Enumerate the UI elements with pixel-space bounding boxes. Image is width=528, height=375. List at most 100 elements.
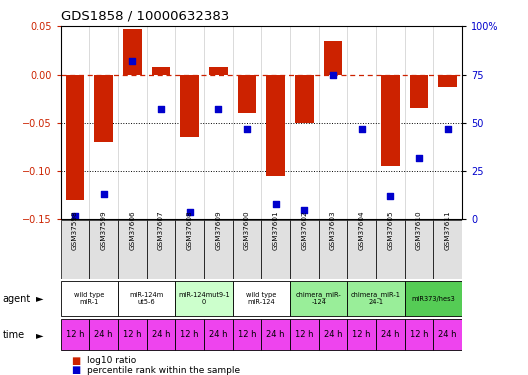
Text: ►: ► xyxy=(36,330,43,340)
Bar xyxy=(376,220,404,279)
Bar xyxy=(66,75,84,200)
Point xyxy=(214,106,223,112)
Bar xyxy=(152,67,171,75)
Bar xyxy=(438,75,457,87)
Text: GSM37602: GSM37602 xyxy=(301,210,307,250)
Text: ►: ► xyxy=(36,294,43,303)
Text: miR373/hes3: miR373/hes3 xyxy=(411,296,455,302)
Bar xyxy=(118,220,147,279)
Text: GSM37611: GSM37611 xyxy=(445,210,451,250)
Bar xyxy=(233,320,261,350)
Bar xyxy=(61,320,89,350)
Text: wild type
miR-1: wild type miR-1 xyxy=(74,292,105,305)
Point xyxy=(157,106,165,112)
Text: 12 h: 12 h xyxy=(238,330,256,339)
Text: GSM37608: GSM37608 xyxy=(187,210,193,250)
Text: 24 h: 24 h xyxy=(267,330,285,339)
Text: ■: ■ xyxy=(71,356,81,366)
Bar xyxy=(290,281,347,316)
Text: 24 h: 24 h xyxy=(381,330,400,339)
Bar xyxy=(347,220,376,279)
Point xyxy=(300,207,308,213)
Text: GSM37610: GSM37610 xyxy=(416,210,422,250)
Text: GSM37607: GSM37607 xyxy=(158,210,164,250)
Text: ■: ■ xyxy=(71,366,81,375)
Bar xyxy=(376,320,404,350)
Text: GSM37609: GSM37609 xyxy=(215,210,221,250)
Bar xyxy=(319,320,347,350)
Bar xyxy=(347,320,376,350)
Text: miR-124mut9-1
0: miR-124mut9-1 0 xyxy=(178,292,230,305)
Bar xyxy=(204,220,233,279)
Bar xyxy=(61,281,118,316)
Bar xyxy=(324,41,342,75)
Bar xyxy=(319,220,347,279)
Bar xyxy=(433,320,462,350)
Bar xyxy=(381,75,400,166)
Bar xyxy=(118,281,175,316)
Bar xyxy=(181,75,199,137)
Text: GSM37603: GSM37603 xyxy=(330,210,336,250)
Text: 24 h: 24 h xyxy=(152,330,171,339)
Bar xyxy=(175,320,204,350)
Bar xyxy=(266,75,285,176)
Text: GSM37605: GSM37605 xyxy=(388,210,393,250)
Text: 12 h: 12 h xyxy=(181,330,199,339)
Text: GSM37604: GSM37604 xyxy=(359,210,365,250)
Text: agent: agent xyxy=(3,294,31,303)
Point xyxy=(386,193,394,199)
Bar xyxy=(404,220,433,279)
Text: 24 h: 24 h xyxy=(209,330,228,339)
Bar xyxy=(404,281,462,316)
Text: percentile rank within the sample: percentile rank within the sample xyxy=(87,366,240,375)
Point xyxy=(185,209,194,214)
Text: 24 h: 24 h xyxy=(324,330,342,339)
Text: time: time xyxy=(3,330,25,340)
Point xyxy=(243,126,251,132)
Text: 12 h: 12 h xyxy=(66,330,84,339)
Point xyxy=(329,72,337,78)
Bar xyxy=(61,220,89,279)
Bar xyxy=(238,75,257,113)
Point xyxy=(71,213,79,219)
Bar xyxy=(347,281,404,316)
Bar xyxy=(290,320,319,350)
Bar xyxy=(118,320,147,350)
Bar xyxy=(147,320,175,350)
Bar xyxy=(89,320,118,350)
Text: 24 h: 24 h xyxy=(95,330,113,339)
Text: log10 ratio: log10 ratio xyxy=(87,356,136,365)
Bar xyxy=(204,320,233,350)
Bar xyxy=(175,281,233,316)
Bar xyxy=(410,75,428,108)
Text: 24 h: 24 h xyxy=(438,330,457,339)
Text: GSM37598: GSM37598 xyxy=(72,210,78,250)
Text: chimera_miR-
-124: chimera_miR- -124 xyxy=(296,292,342,305)
Text: 12 h: 12 h xyxy=(123,330,142,339)
Text: miR-124m
ut5-6: miR-124m ut5-6 xyxy=(129,292,164,305)
Bar xyxy=(89,220,118,279)
Bar xyxy=(404,320,433,350)
Bar xyxy=(290,220,319,279)
Bar xyxy=(261,320,290,350)
Text: 12 h: 12 h xyxy=(295,330,314,339)
Text: 12 h: 12 h xyxy=(352,330,371,339)
Bar xyxy=(233,220,261,279)
Text: GSM37601: GSM37601 xyxy=(272,210,279,250)
Bar xyxy=(123,29,142,75)
Bar xyxy=(233,281,290,316)
Bar xyxy=(95,75,113,142)
Point xyxy=(415,154,423,160)
Point xyxy=(271,201,280,207)
Text: 12 h: 12 h xyxy=(410,330,428,339)
Bar xyxy=(295,75,314,123)
Bar xyxy=(175,220,204,279)
Bar xyxy=(209,67,228,75)
Bar xyxy=(261,220,290,279)
Text: chimera_miR-1
24-1: chimera_miR-1 24-1 xyxy=(351,292,401,305)
Text: GSM37599: GSM37599 xyxy=(101,210,107,250)
Text: wild type
miR-124: wild type miR-124 xyxy=(246,292,277,305)
Point xyxy=(357,126,366,132)
Bar xyxy=(433,220,462,279)
Bar xyxy=(147,220,175,279)
